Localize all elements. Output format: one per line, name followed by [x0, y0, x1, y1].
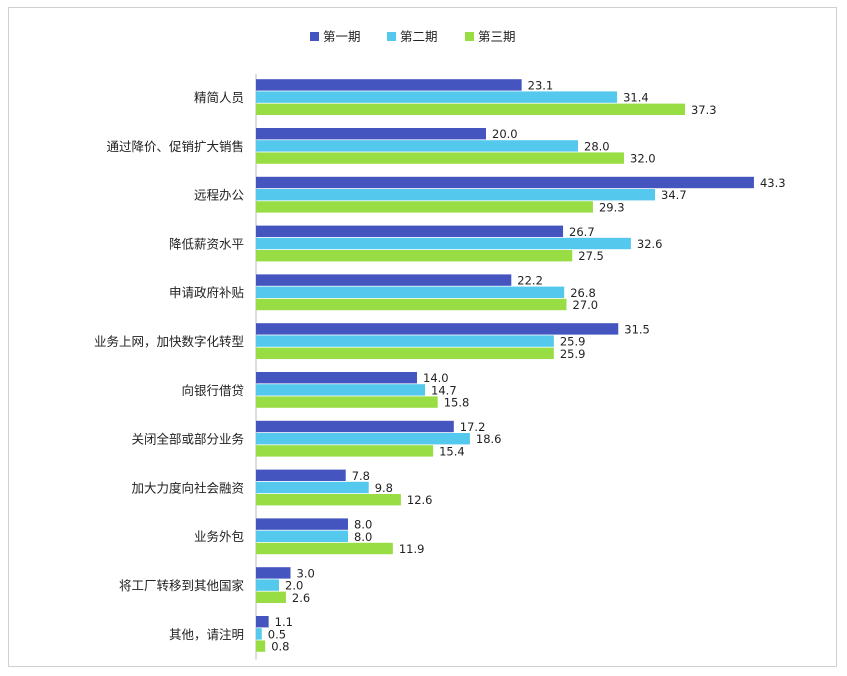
data-label: 0.8	[271, 640, 289, 654]
data-label: 11.9	[399, 542, 425, 556]
bar-series-2	[256, 335, 554, 347]
bar-series-3	[256, 250, 573, 262]
data-label: 14.0	[423, 371, 449, 385]
legend-label-2: 第二期	[400, 29, 438, 44]
legend-swatch-1	[310, 32, 319, 41]
category-label: 其他，请注明	[169, 627, 244, 642]
bar-series-3	[256, 494, 401, 506]
data-label: 43.3	[760, 176, 786, 190]
category-label: 降低薪资水平	[169, 236, 244, 251]
bar-series-2	[256, 286, 565, 298]
legend-label-3: 第三期	[478, 29, 516, 44]
bar-series-1	[256, 323, 619, 335]
category-label: 加大力度向社会融资	[131, 480, 244, 495]
data-label: 20.0	[492, 127, 518, 141]
bar-series-2	[256, 237, 631, 250]
category-label: 精简人员	[194, 90, 244, 105]
data-label: 15.8	[444, 396, 470, 410]
data-label: 7.8	[352, 469, 370, 483]
bar-series-2	[256, 481, 369, 494]
legend-label-1: 第一期	[323, 29, 361, 44]
data-label: 17.2	[460, 420, 486, 434]
bar-series-3	[256, 542, 393, 555]
data-label: 23.1	[528, 78, 554, 92]
category-label: 将工厂转移到其他国家	[119, 578, 245, 593]
bar-series-1	[256, 176, 754, 189]
bar-series-2	[256, 628, 262, 640]
bar-series-1	[256, 567, 291, 579]
data-label: 3.0	[297, 566, 315, 580]
bar-series-2	[256, 579, 279, 591]
data-label: 26.8	[570, 286, 596, 300]
legend-swatch-2	[387, 32, 396, 41]
data-label: 1.1	[275, 615, 293, 629]
bar-series-2	[256, 384, 426, 396]
data-label: 14.7	[431, 383, 457, 397]
bar-series-3	[256, 103, 685, 115]
data-label: 8.0	[354, 518, 372, 532]
data-label: 2.0	[285, 579, 303, 593]
bar-series-1	[256, 420, 454, 433]
data-label: 27.0	[573, 298, 599, 312]
bar-series-3	[256, 591, 286, 603]
bar-series-3	[256, 640, 266, 652]
bar-series-3	[256, 347, 554, 359]
data-label: 37.3	[691, 103, 717, 117]
data-label: 29.3	[599, 200, 625, 214]
legend: 第一期 第二期 第三期	[310, 29, 516, 44]
data-label: 9.8	[375, 481, 393, 495]
bar-series-1	[256, 469, 346, 481]
category-label: 申请政府补贴	[169, 285, 244, 300]
data-label: 32.0	[630, 152, 656, 166]
category-label: 向银行借贷	[181, 383, 244, 398]
data-label: 15.4	[439, 444, 465, 458]
data-label: 31.4	[623, 91, 649, 105]
bar-series-2	[256, 433, 470, 445]
bar-series-3	[256, 152, 624, 164]
category-label: 远程办公	[194, 188, 245, 203]
bar-series-3	[256, 201, 593, 213]
bar-series-3	[256, 298, 567, 311]
bar-series-3	[256, 445, 434, 457]
data-label: 31.5	[624, 322, 650, 336]
bar-series-2	[256, 189, 656, 201]
data-label: 8.0	[354, 530, 372, 544]
category-label: 业务外包	[194, 529, 244, 544]
category-label: 业务上网，加快数字化转型	[94, 334, 244, 349]
data-label: 18.6	[476, 432, 502, 446]
data-label: 2.6	[292, 591, 310, 605]
bar-series-1	[256, 225, 564, 237]
bar-series-1	[256, 372, 417, 384]
bar-series-2	[256, 530, 348, 542]
data-label: 34.7	[661, 188, 687, 202]
legend-swatch-3	[465, 32, 474, 41]
data-label: 26.7	[569, 225, 595, 239]
bar-series-1	[256, 79, 522, 91]
data-label: 22.2	[517, 274, 543, 288]
data-label: 25.9	[560, 347, 586, 361]
bar-series-2	[256, 140, 578, 152]
bar-series-1	[256, 616, 269, 628]
bar-series-1	[256, 518, 348, 530]
category-label: 通过降价、促销扩大销售	[106, 139, 244, 154]
bar-series-3	[256, 396, 438, 408]
data-label: 12.6	[407, 493, 433, 507]
data-label: 0.5	[268, 627, 286, 641]
bar-series-2	[256, 91, 618, 103]
data-label: 32.6	[637, 237, 663, 251]
category-label: 关闭全部或部分业务	[131, 432, 244, 447]
data-label: 25.9	[560, 335, 586, 349]
chart-frame: 第一期 第二期 第三期精简人员 23.1 31.4 37.3 通过降价、促销扩大销售 20.0…	[8, 7, 837, 667]
data-label: 28.0	[584, 139, 610, 153]
data-label: 27.5	[578, 249, 604, 263]
bar-series-1	[256, 128, 486, 140]
bar-series-1	[256, 274, 512, 286]
